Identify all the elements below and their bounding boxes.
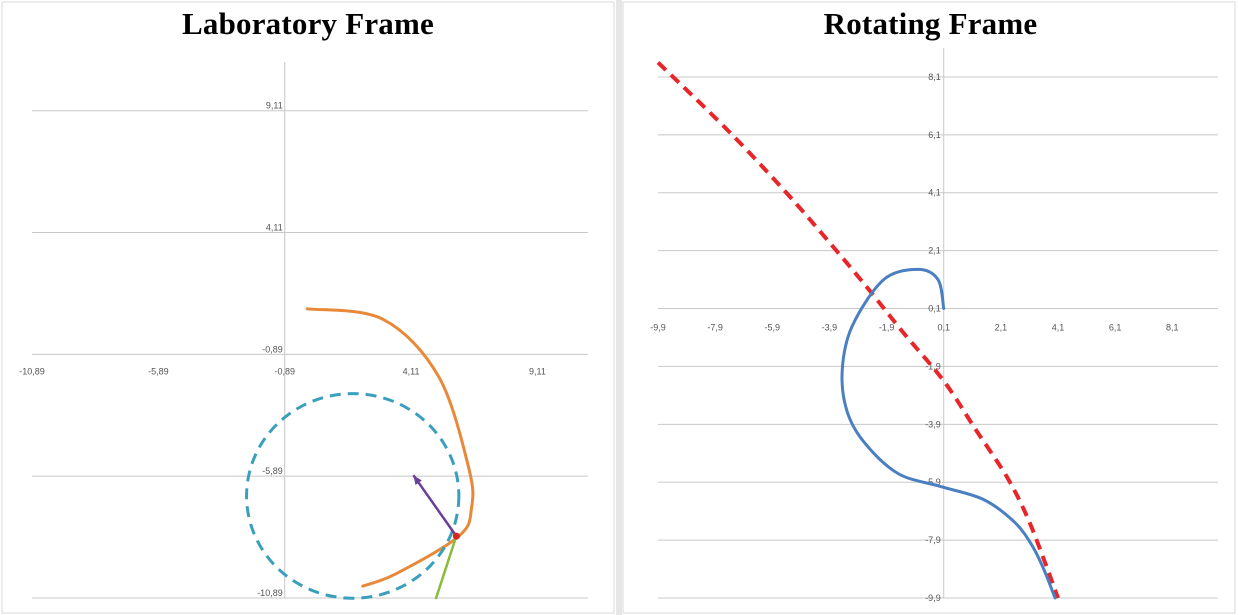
laboratory-frame-title: Laboratory Frame <box>182 6 434 41</box>
x-tick-label: -7,9 <box>707 323 723 333</box>
y-tick-label: 0,1 <box>928 304 941 314</box>
y-tick-label: -10,89 <box>257 588 283 598</box>
y-tick-label: 2,1 <box>928 246 941 256</box>
x-tick-label: 0,1 <box>937 323 950 333</box>
x-tick-label: -0,89 <box>274 366 295 376</box>
x-tick-label: -1,9 <box>879 323 895 333</box>
rotating-frame-panel: Rotating Frame 8,1 6,1 4,1 2,1 0,1 -1,9 -3,9 -5… <box>622 0 1239 615</box>
x-tick-label: 4,11 <box>403 366 420 376</box>
orange-trajectory-series <box>305 307 475 588</box>
y-tick-label: -0,89 <box>262 344 283 354</box>
x-tick-label: -9,9 <box>650 323 666 333</box>
blue-trajectory-series <box>840 267 1057 600</box>
x-tick-label: -5,9 <box>765 323 781 333</box>
green-vector-line <box>434 534 458 600</box>
red-point-marker <box>452 532 460 540</box>
dashed-circle-series <box>245 392 461 600</box>
x-tick-label: 2,1 <box>995 323 1008 333</box>
x-tick-label: 4,1 <box>1052 323 1065 333</box>
x-tick-label: 6,1 <box>1109 323 1122 333</box>
x-tick-label: -10,89 <box>19 366 45 376</box>
y-tick-label: 9,11 <box>266 101 283 111</box>
x-tick-label: 9,11 <box>529 366 546 376</box>
y-tick-label: 4,11 <box>266 223 283 233</box>
arrow-vector-line <box>412 474 458 537</box>
laboratory-frame-panel: Laboratory Frame 9,11 4,11 -0,89 -5,89 -10,8… <box>0 0 616 615</box>
panel-divider <box>616 0 622 615</box>
y-tick-label: -5,9 <box>925 477 941 487</box>
y-tick-label: 8,1 <box>928 72 941 82</box>
y-tick-label: 4,1 <box>928 188 941 198</box>
y-tick-label: -5,89 <box>262 466 283 476</box>
y-tick-label: -1,9 <box>925 361 941 371</box>
arrow-head <box>413 475 422 485</box>
x-tick-label: -5,89 <box>148 366 169 376</box>
x-tick-label: -3,9 <box>822 323 838 333</box>
y-tick-label: -9,9 <box>925 593 941 603</box>
red-dashed-series <box>656 61 1060 599</box>
x-tick-label: 8,1 <box>1166 323 1179 333</box>
y-tick-label: -7,9 <box>925 535 941 545</box>
laboratory-frame-chart: 9,11 4,11 -0,89 -5,89 -10,89 -10,89 -5,89 -0,89… <box>1 1 615 614</box>
chart-border <box>1 1 615 614</box>
y-tick-label: -3,9 <box>925 419 941 429</box>
rotating-frame-chart: 8,1 6,1 4,1 2,1 0,1 -1,9 -3,9 -5,9 -7,9 -9,9 -9,9 -… <box>622 1 1236 614</box>
chart-border <box>622 1 1236 614</box>
rotating-frame-title: Rotating Frame <box>823 6 1038 41</box>
y-tick-label: 6,1 <box>928 130 941 140</box>
